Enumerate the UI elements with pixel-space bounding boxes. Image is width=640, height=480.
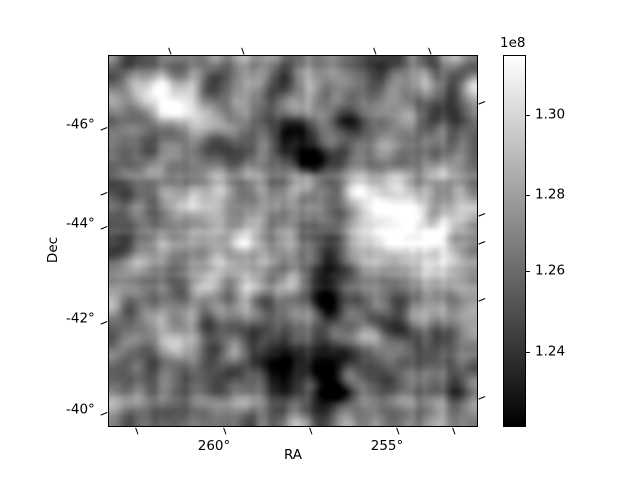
x-tick-mark-top — [428, 47, 432, 55]
colorbar-tick-mark — [526, 115, 530, 117]
y-tick-mark-right — [478, 241, 486, 245]
y-tick-mark-right — [478, 213, 486, 217]
x-tick-mark — [452, 427, 456, 435]
y-tick-mark — [100, 321, 108, 325]
x-axis-label: RA — [283, 447, 303, 463]
y-tick-mark-right — [478, 101, 486, 105]
sky-map-axes[interactable] — [108, 55, 478, 427]
colorbar-tick-label: 1.24 — [535, 343, 566, 360]
y-tick-mark — [100, 226, 108, 230]
x-tick-mark-top — [241, 47, 245, 55]
x-tick-mark — [396, 427, 400, 435]
x-tick-mark — [309, 427, 313, 435]
colorbar-offset-text: 1e8 — [500, 35, 526, 51]
colorbar-tick-label: 1.26 — [535, 262, 566, 279]
y-tick-label: -42° — [66, 310, 95, 327]
colorbar-tick-mark — [526, 195, 530, 197]
y-tick-mark-right — [478, 396, 486, 400]
sky-map-image — [109, 56, 477, 426]
y-axis-label: Dec — [45, 236, 61, 264]
colorbar-tick-label: 1.28 — [535, 186, 566, 203]
y-tick-mark — [100, 127, 108, 131]
y-tick-mark — [100, 192, 108, 196]
x-tick-label: 255° — [370, 438, 404, 454]
x-tick-label: 260° — [197, 438, 231, 454]
y-tick-mark — [100, 412, 108, 416]
y-tick-label: -46° — [66, 116, 95, 133]
colorbar-tick-label: 1.30 — [535, 106, 566, 123]
colorbar-tick-mark — [526, 271, 530, 273]
x-tick-mark — [223, 427, 227, 435]
y-tick-label: -40° — [66, 401, 95, 418]
colorbar[interactable] — [503, 55, 526, 427]
y-tick-label: -44° — [66, 215, 95, 232]
x-tick-mark-top — [168, 47, 172, 55]
x-tick-mark-top — [373, 47, 377, 55]
colorbar-tick-mark — [526, 352, 530, 354]
y-tick-mark-right — [478, 298, 486, 302]
x-tick-mark — [135, 427, 139, 435]
